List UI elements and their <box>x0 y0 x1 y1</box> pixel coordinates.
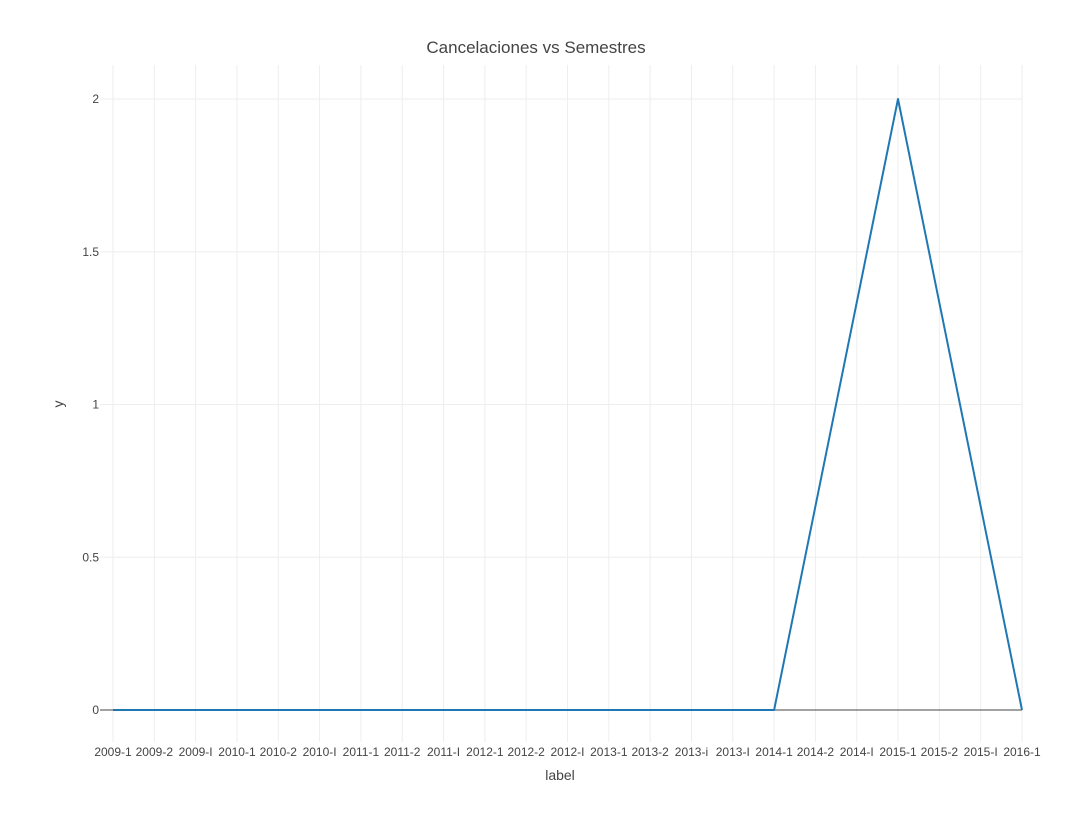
x-tick-label: 2016-1 <box>1003 745 1041 759</box>
x-tick-label: 2014-2 <box>797 745 835 759</box>
x-tick-label: 2011-1 <box>343 745 380 759</box>
data-point <box>112 709 114 711</box>
y-tick-labels: 0 0.5 1 1.5 2 <box>82 92 99 717</box>
data-point <box>732 709 734 711</box>
data-point <box>484 709 486 711</box>
data-point <box>153 709 155 711</box>
y-tick-label: 1.5 <box>82 245 99 259</box>
data-point <box>649 709 651 711</box>
x-tick-label: 2015-1 <box>879 745 917 759</box>
x-tick-label: 2013-2 <box>631 745 669 759</box>
series-line <box>113 98 1023 711</box>
y-tick-label: 0.5 <box>82 550 99 564</box>
x-tick-label: 2011-I <box>427 745 460 759</box>
x-tick-label: 2009-2 <box>136 745 174 759</box>
x-tick-label: 2015-2 <box>921 745 959 759</box>
data-point <box>773 709 775 711</box>
x-tick-label: 2013-i <box>675 745 708 759</box>
x-tick-label: 2014-1 <box>755 745 793 759</box>
data-point <box>608 709 610 711</box>
data-point <box>1021 709 1023 711</box>
y-tick-label: 1 <box>92 398 99 412</box>
y-tick-label: 0 <box>92 703 99 717</box>
x-tick-label: 2010-2 <box>260 745 298 759</box>
x-gridlines <box>112 65 1023 742</box>
x-tick-label: 2009-I <box>179 745 213 759</box>
data-point <box>897 98 899 100</box>
chart-title: Cancelaciones vs Semestres <box>426 38 645 57</box>
x-tick-label: 2013-I <box>716 745 750 759</box>
x-tick-label: 2010-I <box>303 745 337 759</box>
x-axis-title: label <box>545 767 575 783</box>
x-tick-label: 2013-1 <box>590 745 628 759</box>
data-point <box>567 709 569 711</box>
x-tick-label: 2015-I <box>964 745 998 759</box>
data-point <box>360 709 362 711</box>
y-gridlines <box>100 98 1022 558</box>
data-point <box>236 709 238 711</box>
data-point <box>319 709 321 711</box>
series-group <box>112 98 1023 711</box>
y-tick-label: 2 <box>92 92 99 106</box>
data-point <box>690 709 692 711</box>
x-tick-label: 2014-I <box>840 745 874 759</box>
x-tick-label: 2011-2 <box>384 745 421 759</box>
data-point <box>443 709 445 711</box>
data-point <box>195 709 197 711</box>
data-point <box>277 709 279 711</box>
y-axis-title: y <box>50 401 66 408</box>
x-tick-labels: 2009-1 2009-2 2009-I 2010-1 2010-2 2010-I 2011… <box>94 745 1041 759</box>
x-tick-label: 2012-1 <box>466 745 504 759</box>
x-tick-label: 2012-2 <box>507 745 545 759</box>
x-tick-label: 2009-1 <box>94 745 132 759</box>
data-point <box>525 709 527 711</box>
x-tick-label: 2010-1 <box>218 745 256 759</box>
data-point <box>401 709 403 711</box>
x-tick-label: 2012-I <box>550 745 584 759</box>
